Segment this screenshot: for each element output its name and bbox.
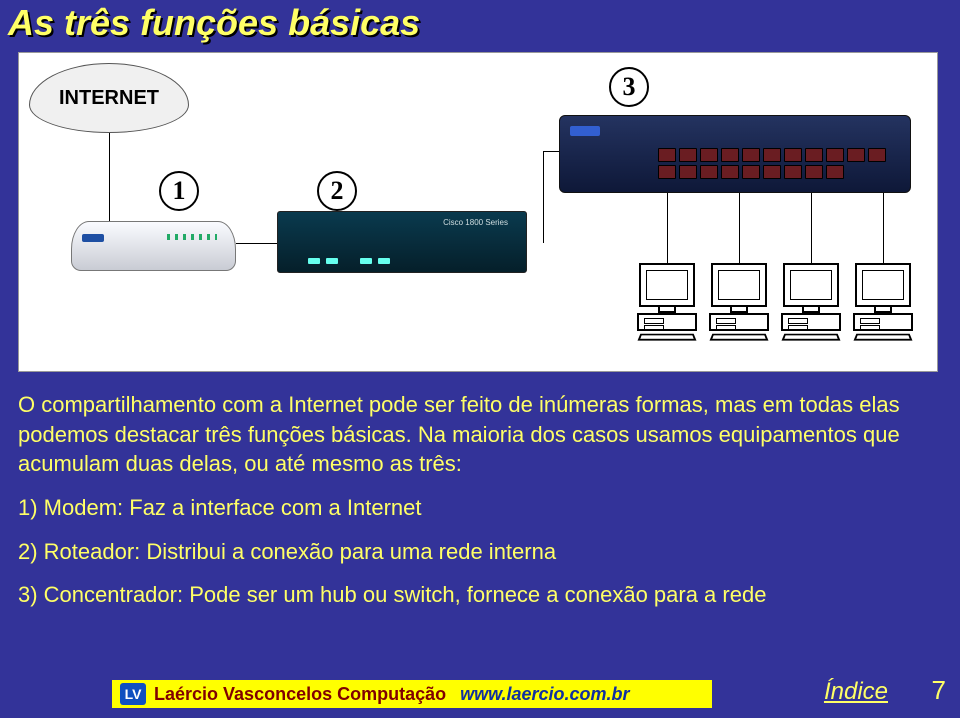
footer-logo: LV xyxy=(120,683,146,705)
footer-brand: Laércio Vasconcelos Computação xyxy=(154,684,446,705)
modem-device xyxy=(71,221,236,271)
wire-internet-modem xyxy=(109,133,110,221)
router-device: Cisco 1800 Series xyxy=(277,211,527,273)
badge-2: 2 xyxy=(317,171,357,211)
intro-paragraph: O compartilhamento com a Internet pode s… xyxy=(18,390,938,479)
router-label: Cisco 1800 Series xyxy=(443,218,508,227)
pc-1 xyxy=(635,263,699,341)
footer-site: www.laercio.com.br xyxy=(460,684,629,705)
pc-3 xyxy=(779,263,843,341)
wire-switch-pc1 xyxy=(667,193,668,263)
wire-router-switch-v xyxy=(543,151,544,243)
badge-3: 3 xyxy=(609,67,649,107)
network-diagram: INTERNET 1 2 3 Cisco 1800 Series xyxy=(18,52,938,372)
wire-switch-pc4 xyxy=(883,193,884,263)
internet-cloud: INTERNET xyxy=(29,63,189,133)
page-number: 7 xyxy=(932,675,946,706)
footer-bar: LV Laércio Vasconcelos Computação www.la… xyxy=(112,680,712,708)
wire-switch-pc2 xyxy=(739,193,740,263)
pc-4 xyxy=(851,263,915,341)
page-title: As três funções básicas xyxy=(8,2,420,44)
body-text: O compartilhamento com a Internet pode s… xyxy=(18,390,938,624)
internet-label: INTERNET xyxy=(59,87,159,110)
wire-switch-pc3 xyxy=(811,193,812,263)
switch-ports xyxy=(658,148,898,182)
wire-modem-router xyxy=(236,243,277,244)
wire-router-switch-h xyxy=(543,151,559,152)
badge-1: 1 xyxy=(159,171,199,211)
index-link[interactable]: Índice xyxy=(824,678,888,706)
switch-device xyxy=(559,115,911,193)
item-1: 1) Modem: Faz a interface com a Internet xyxy=(18,493,938,523)
item-2: 2) Roteador: Distribui a conexão para um… xyxy=(18,537,938,567)
item-3: 3) Concentrador: Pode ser um hub ou swit… xyxy=(18,580,938,610)
pc-2 xyxy=(707,263,771,341)
